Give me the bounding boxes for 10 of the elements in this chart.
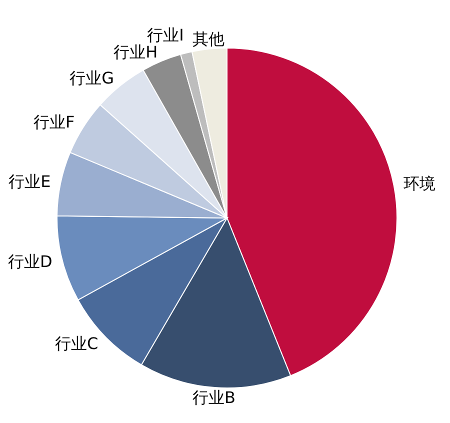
slice-label: 行业E: [8, 172, 51, 191]
slice-label: 环境: [404, 174, 436, 194]
slice-label: 行业B: [192, 388, 236, 408]
slice-label: 行业I: [147, 25, 184, 44]
slice-label: 行业G: [70, 68, 114, 88]
slice-label: 行业F: [34, 112, 75, 132]
slice-label: 行业C: [54, 334, 98, 354]
slice-label: 行业D: [8, 252, 52, 272]
slice-label: 其他: [192, 29, 224, 48]
slice-label: 行业H: [114, 42, 158, 62]
